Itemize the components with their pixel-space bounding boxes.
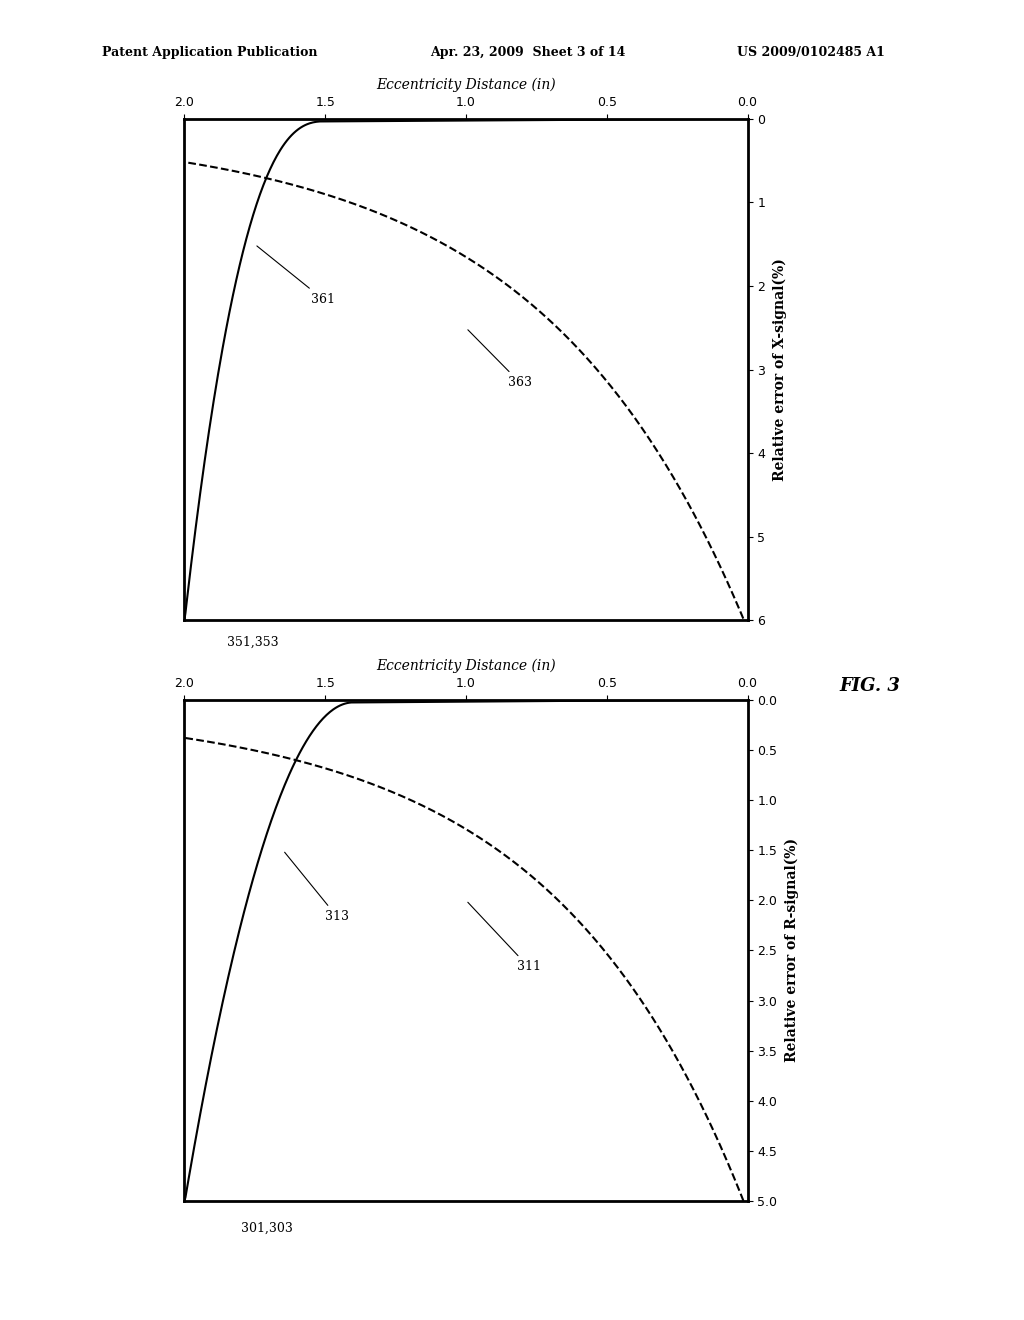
X-axis label: Eccentricity Distance (in): Eccentricity Distance (in)	[376, 659, 556, 673]
Text: Apr. 23, 2009  Sheet 3 of 14: Apr. 23, 2009 Sheet 3 of 14	[430, 46, 626, 59]
Text: 313: 313	[285, 853, 349, 923]
Text: 311: 311	[468, 903, 541, 973]
Text: FIG. 3: FIG. 3	[840, 677, 900, 696]
Text: Patent Application Publication: Patent Application Publication	[102, 46, 317, 59]
Text: 361: 361	[257, 246, 335, 306]
Text: 301,303: 301,303	[241, 1221, 293, 1234]
Text: 351,353: 351,353	[226, 635, 279, 648]
Y-axis label: Relative error of X-signal(%): Relative error of X-signal(%)	[772, 259, 786, 480]
Text: US 2009/0102485 A1: US 2009/0102485 A1	[737, 46, 885, 59]
Y-axis label: Relative error of R-signal(%): Relative error of R-signal(%)	[784, 838, 799, 1063]
Text: 363: 363	[468, 330, 532, 389]
X-axis label: Eccentricity Distance (in): Eccentricity Distance (in)	[376, 78, 556, 92]
